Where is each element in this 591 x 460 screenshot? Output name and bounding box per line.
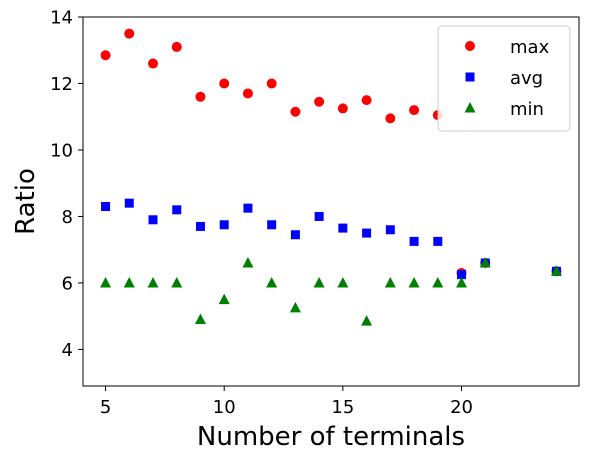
max-point	[409, 105, 420, 116]
x-tick-label: 5	[100, 397, 111, 418]
avg-point	[362, 228, 372, 238]
min-point	[337, 276, 349, 288]
max-point	[361, 95, 372, 106]
max-point	[195, 91, 206, 102]
max-point	[148, 58, 159, 69]
max-point	[385, 113, 396, 124]
min-point	[194, 313, 206, 325]
max-point	[242, 88, 253, 99]
y-tick-label: 4	[62, 340, 73, 361]
legend-label-max: max	[510, 37, 550, 58]
avg-point	[219, 220, 229, 230]
legend-marker-avg	[465, 72, 475, 82]
min-point	[242, 257, 254, 268]
series-avg	[101, 198, 561, 280]
min-point	[479, 257, 491, 268]
min-point	[123, 276, 135, 288]
avg-point	[243, 203, 253, 213]
plot-frame	[82, 16, 580, 387]
x-tick-label: 10	[213, 397, 236, 418]
min-point	[432, 276, 444, 288]
avg-point	[148, 215, 158, 225]
min-point	[408, 276, 420, 288]
avg-point	[338, 223, 348, 233]
max-point	[314, 96, 325, 107]
min-point	[266, 276, 278, 288]
max-point	[219, 78, 230, 89]
min-point	[147, 276, 159, 288]
avg-point	[433, 236, 443, 246]
y-tick-label: 10	[50, 140, 73, 161]
min-point	[550, 265, 562, 276]
avg-point	[172, 205, 182, 215]
series-min	[100, 257, 562, 326]
y-axis-label: Ratio	[11, 168, 41, 235]
legend-label-avg: avg	[510, 68, 543, 89]
avg-point	[457, 270, 467, 280]
y-tick-label: 12	[50, 74, 73, 95]
min-point	[456, 276, 468, 288]
max-point	[100, 50, 111, 61]
max-point	[290, 106, 301, 117]
y-tick-label: 14	[50, 8, 73, 29]
avg-point	[314, 211, 324, 221]
legend-item-max: max	[465, 37, 550, 58]
y-tick-label: 8	[62, 207, 73, 228]
min-point	[100, 276, 112, 288]
marks-layer	[100, 28, 562, 326]
avg-point	[267, 220, 277, 230]
legend-marker-max	[465, 41, 475, 51]
legend-item-min: min	[464, 99, 544, 120]
axes-layer: 5 10 15 20 4 6 8 10 12 14	[50, 8, 473, 419]
min-point	[218, 293, 230, 305]
avg-point	[101, 201, 111, 211]
x-axis-label: Number of terminals	[197, 422, 465, 452]
legend: max avg min	[437, 25, 571, 132]
max-point	[266, 78, 277, 89]
avg-point	[409, 236, 419, 246]
avg-point	[385, 225, 395, 235]
min-point	[361, 315, 373, 326]
legend-label-min: min	[510, 99, 544, 120]
legend-marker-min	[464, 102, 476, 113]
y-tick-label: 6	[62, 273, 73, 294]
legend-box	[437, 25, 571, 132]
min-point	[289, 301, 301, 313]
min-point	[171, 276, 183, 288]
max-point	[124, 28, 135, 39]
max-point	[171, 41, 182, 52]
avg-point	[290, 230, 300, 240]
min-point	[313, 276, 325, 288]
x-tick-label: 20	[450, 397, 473, 418]
legend-item-avg: avg	[465, 68, 543, 89]
avg-point	[124, 198, 134, 208]
max-point	[337, 103, 348, 114]
min-point	[384, 276, 396, 288]
avg-point	[195, 221, 205, 231]
x-tick-label: 15	[331, 397, 354, 418]
